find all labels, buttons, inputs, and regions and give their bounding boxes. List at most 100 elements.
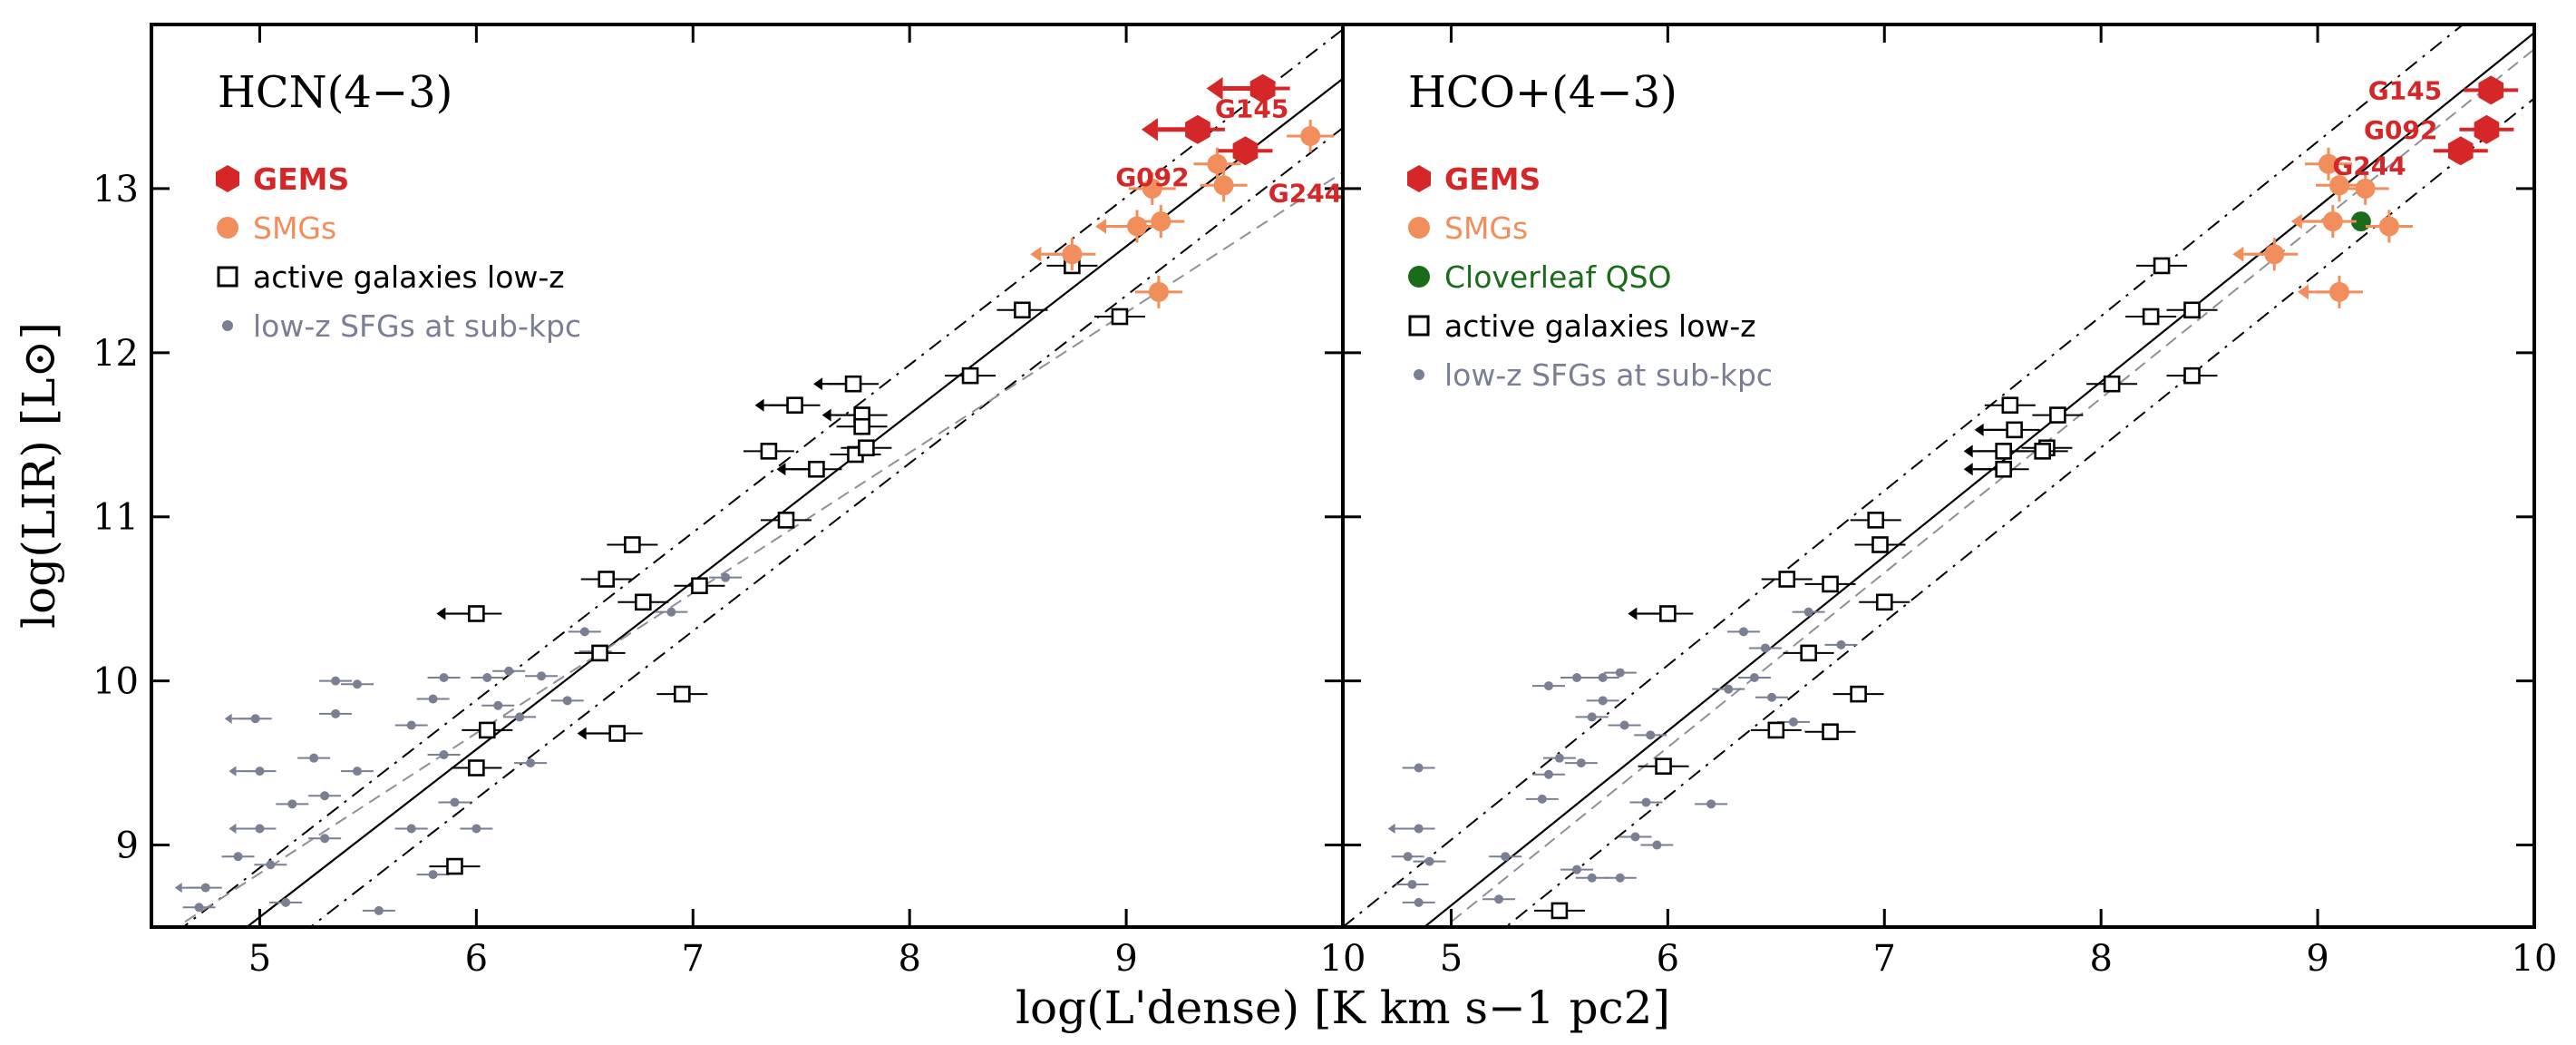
smg-marker	[2328, 175, 2349, 196]
sfg-marker	[471, 824, 481, 834]
active-marker	[608, 725, 626, 742]
active-galaxy-point	[841, 439, 892, 457]
active-marker	[1767, 721, 1785, 739]
sfg-marker	[1576, 758, 1586, 768]
active-upper-arrow-head	[1963, 463, 1973, 476]
active-galaxy-point	[2017, 443, 2068, 460]
active-galaxy-point	[429, 857, 481, 875]
sfg-point	[709, 572, 743, 582]
active-upper-arrow-head	[1628, 607, 1638, 620]
x-tick-label: 5	[248, 938, 271, 980]
active-marker	[2006, 421, 2023, 439]
sfg-point	[319, 708, 353, 718]
active-upper-arrow-head	[577, 727, 587, 740]
gems-point-g092	[2459, 114, 2514, 144]
sfg-marker	[1646, 730, 1656, 740]
smg-upper-arrow-head	[2290, 213, 2302, 230]
legend-item-gems: GEMS	[1407, 161, 1541, 197]
sfg-point	[340, 679, 374, 689]
sfg-marker	[1652, 840, 1662, 850]
y-tick-label: 13	[92, 169, 139, 210]
gems-point-g244	[2433, 136, 2488, 166]
sfg-point	[1391, 852, 1424, 862]
sfg-marker	[255, 767, 265, 776]
active-marker	[844, 375, 862, 393]
active-marker	[446, 857, 463, 875]
sfg-point	[525, 671, 559, 681]
legend-cloverleaf-icon	[1408, 266, 1430, 288]
sfg-point	[1575, 712, 1609, 722]
active-upper-arrow-head	[813, 377, 823, 391]
sfg-marker	[233, 852, 243, 862]
active-marker	[786, 396, 803, 415]
active-galaxy-point	[1804, 575, 1856, 593]
sfg-point	[1608, 720, 1641, 730]
smg-point	[2315, 169, 2363, 202]
active-galaxy-point	[1094, 308, 1145, 326]
active-galaxy-point	[743, 443, 794, 460]
x-tick-label: 6	[465, 938, 488, 980]
x-tick-label: 7	[682, 938, 705, 980]
sfg-marker	[352, 767, 362, 776]
active-galaxy-point	[1854, 536, 1906, 553]
x-tick-label: 10	[2512, 938, 2558, 980]
active-marker	[1871, 536, 1889, 553]
sfg-marker	[1543, 769, 1553, 779]
gems-marker	[1185, 114, 1210, 144]
sfg-marker	[1501, 852, 1511, 862]
relation-line-dashdot-1	[1343, 24, 2464, 927]
legend-label-cloverleaf: Cloverleaf QSO	[1444, 259, 1672, 295]
points-hcn	[174, 73, 1335, 915]
smg-upper-arrow-head	[2297, 284, 2309, 300]
sfg-marker	[1414, 824, 1424, 834]
active-marker	[1850, 685, 1867, 703]
legend-label-gems: GEMS	[253, 161, 349, 197]
active-galaxy-point	[436, 605, 502, 622]
sfg-point	[1525, 794, 1559, 804]
smg-point	[1030, 238, 1096, 271]
active-galaxy-point	[776, 460, 842, 478]
active-marker	[2103, 375, 2121, 393]
smg-point	[1193, 147, 1241, 181]
sfg-marker	[1619, 720, 1629, 730]
legend-smgs-icon	[1408, 217, 1430, 239]
smg-marker	[1142, 178, 1162, 199]
active-galaxy-point	[1750, 721, 1802, 739]
active-marker	[1550, 902, 1569, 920]
gems-label-g145: G145	[2368, 75, 2442, 105]
sfg-marker	[1587, 873, 1597, 883]
active-marker	[691, 577, 708, 595]
sfg-point	[1586, 696, 1619, 706]
sfg-upper-arrow-head	[174, 882, 182, 894]
active-galaxy-point	[574, 644, 626, 662]
active-upper-arrow-head	[1963, 444, 1973, 458]
sfg-point	[1634, 730, 1667, 740]
sfg-point	[1395, 879, 1429, 889]
sfg-point	[438, 797, 471, 807]
x-tick-label: 9	[1114, 938, 1137, 980]
sfg-point	[182, 903, 216, 913]
sfg-marker	[320, 834, 330, 844]
smg-upper-arrow-head	[1030, 246, 1042, 262]
sfg-marker	[1836, 640, 1846, 649]
gems-marker	[2447, 136, 2474, 166]
active-galaxy-point	[577, 725, 643, 742]
legend-item-gems: GEMS	[216, 161, 349, 197]
active-galaxy-point	[2125, 308, 2177, 326]
smg-point	[1200, 169, 1248, 202]
sfg-marker	[1724, 684, 1734, 694]
gems-label-g092: G092	[2364, 115, 2437, 145]
gems-marker	[2478, 75, 2504, 105]
sfg-point	[568, 627, 601, 637]
x-tick-label: 6	[1657, 938, 1679, 980]
sfg-marker	[526, 758, 536, 768]
active-marker	[1822, 723, 1839, 741]
sfg-point	[514, 758, 548, 768]
sfg-marker	[1598, 696, 1608, 706]
legend-item-cloverleaf: Cloverleaf QSO	[1408, 259, 1672, 295]
sfg-point	[492, 666, 526, 676]
active-marker	[1875, 593, 1893, 611]
active-marker	[624, 536, 641, 553]
points-hco	[1387, 75, 2519, 920]
smg-marker	[2322, 211, 2343, 232]
